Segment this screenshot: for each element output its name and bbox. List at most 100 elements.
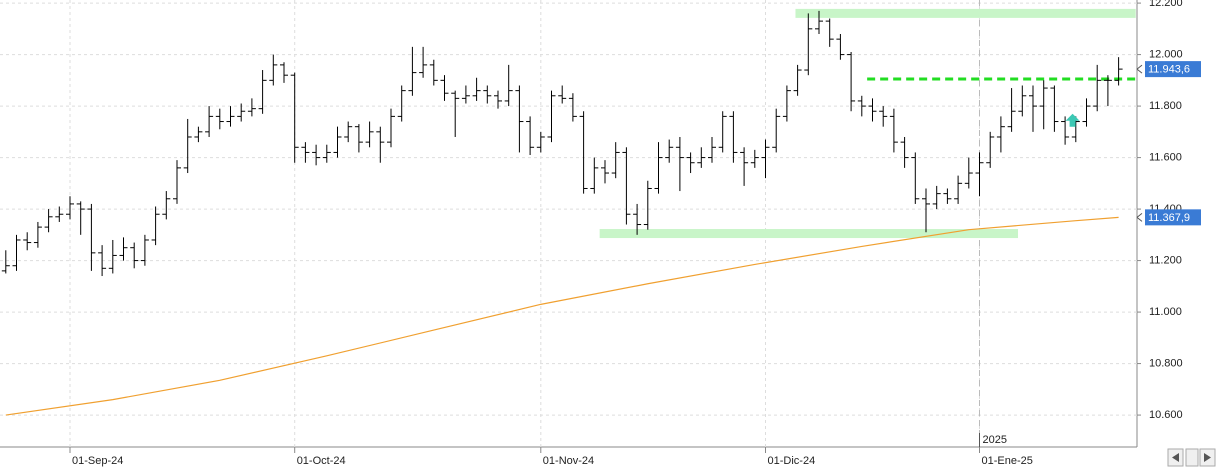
- ohlc-bar: [312, 144, 321, 166]
- ohlc-bar: [354, 124, 363, 153]
- price-label-box: [1145, 209, 1201, 226]
- plot-area: [0, 0, 1137, 447]
- ohlc-bar: [55, 206, 64, 222]
- ohlc-bar: [12, 234, 21, 271]
- y-tick-label: 11.000: [1149, 306, 1182, 318]
- ohlc-bar: [825, 18, 834, 47]
- ohlc-bar: [804, 13, 813, 76]
- ohlc-bar: [440, 75, 449, 101]
- ohlc-bar: [461, 85, 470, 104]
- ohlc-bar: [793, 64, 802, 96]
- ohlc-bar: [579, 111, 588, 194]
- ohlc-bar: [429, 59, 438, 86]
- y-tick-label: 10.800: [1149, 357, 1183, 369]
- ohlc-bar: [33, 221, 42, 248]
- ohlc-bar: [408, 46, 417, 96]
- ohlc-bar: [868, 98, 877, 122]
- price-label: 11.367,9: [1148, 212, 1190, 224]
- ohlc-bar: [1, 250, 10, 274]
- scroll-buttons[interactable]: [1167, 448, 1216, 467]
- ohlc-bar: [761, 139, 770, 179]
- ohlc-bar: [344, 121, 353, 143]
- y-tick-label: 11.600: [1149, 151, 1182, 163]
- ohlc-bar: [665, 139, 674, 163]
- ohlc-bar: [483, 85, 492, 104]
- price-label: 11.943,6: [1148, 64, 1190, 76]
- ohlc-bar: [879, 106, 888, 127]
- ohlc-bar: [996, 116, 1005, 153]
- ohlc-bar: [333, 126, 342, 158]
- y-tick-label: 10.600: [1149, 409, 1183, 421]
- ohlc-bar: [697, 147, 706, 168]
- ohlc-bar: [622, 147, 631, 225]
- ohlc-bar: [1050, 85, 1059, 132]
- ohlc-bar: [183, 118, 192, 174]
- ohlc-bar: [558, 85, 567, 104]
- ohlc-bar: [922, 188, 930, 233]
- ohlc-bar: [66, 196, 74, 220]
- zone: [795, 8, 1136, 18]
- ohlc-bar: [365, 121, 374, 148]
- ohlc-bar: [301, 142, 310, 163]
- ohlc-bar: [686, 152, 695, 174]
- ohlc-bar: [387, 108, 395, 148]
- ohlc-bar: [44, 209, 53, 233]
- ohlc-bar: [836, 33, 845, 60]
- ohlc-bar: [590, 157, 599, 194]
- ohlc-bar: [943, 188, 952, 204]
- ohlc-bar: [772, 108, 781, 153]
- ohlc-bar: [601, 160, 609, 184]
- ohlc-bar: [847, 52, 856, 112]
- y-tick-label: 12.200: [1149, 0, 1183, 9]
- ohlc-bar: [1114, 57, 1123, 86]
- ohlc-bar: [1082, 98, 1091, 127]
- price-pointer: [1136, 212, 1143, 222]
- ohlc-bar: [419, 46, 428, 78]
- ohlc-bar: [140, 234, 149, 266]
- ohlc-bar: [1093, 64, 1102, 112]
- ohlc-bar: [247, 98, 256, 117]
- ohlc-bar: [130, 242, 139, 269]
- ohlc-bar: [269, 54, 278, 86]
- ohlc-bar: [633, 203, 642, 235]
- scroll-right-icon: [1204, 453, 1211, 462]
- ohlc-bar: [258, 70, 267, 114]
- ohlc-bar: [911, 152, 920, 204]
- ohlc-bar: [708, 136, 716, 163]
- ohlc-bar: [900, 136, 909, 168]
- x-tick-label: 01-Sep-24: [72, 455, 123, 467]
- ohlc-bar: [1018, 85, 1027, 117]
- ohlc-bar: [162, 191, 171, 220]
- y-tick-label: 12.000: [1149, 48, 1183, 60]
- ohlc-bar: [729, 111, 738, 163]
- ohlc-bar: [237, 103, 246, 122]
- ohlc-bar: [782, 85, 791, 122]
- price-pointer: [1136, 64, 1143, 74]
- ohlc-bar: [1103, 75, 1112, 107]
- ohlc-bar: [1039, 80, 1048, 130]
- ohlc-bar: [1061, 116, 1070, 145]
- ohlc-bar: [472, 77, 481, 101]
- ohlc-bar: [568, 93, 577, 122]
- ohlc-bar: [280, 62, 288, 83]
- y-tick-label: 11.200: [1149, 254, 1182, 266]
- ohlc-bar: [76, 201, 85, 235]
- ohlc-bar: [547, 90, 556, 143]
- x-tick-label: 01-Oct-24: [297, 455, 346, 467]
- ohlc-bar: [87, 203, 96, 271]
- ohlc-bar: [151, 206, 160, 246]
- moving-average: [5, 216, 1119, 416]
- ohlc-bar: [494, 90, 502, 109]
- ohlc-bar: [611, 142, 620, 179]
- ohlc-bar: [205, 106, 214, 137]
- zoom-button[interactable]: [1185, 448, 1199, 467]
- x-tick-label: 01-Dic-24: [768, 455, 816, 467]
- scroll-left-icon: [1172, 453, 1179, 462]
- x-tick-label: 01-Ene-25: [982, 455, 1033, 467]
- ohlc-bar: [815, 10, 823, 34]
- ohlc-bar: [526, 116, 535, 156]
- ohlc-bar: [986, 131, 995, 168]
- ohlc-bar: [954, 175, 963, 204]
- ohlc-bar: [975, 152, 984, 197]
